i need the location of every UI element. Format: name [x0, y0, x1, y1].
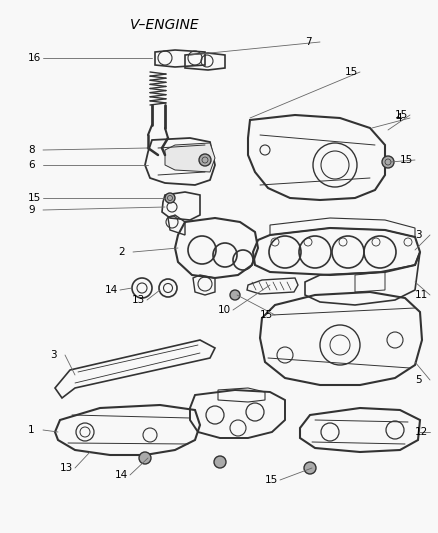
Text: 1: 1 — [28, 425, 35, 435]
Text: 2: 2 — [118, 247, 125, 257]
Circle shape — [304, 462, 316, 474]
Text: 6: 6 — [28, 160, 35, 170]
Circle shape — [214, 456, 226, 468]
Polygon shape — [165, 143, 215, 172]
Text: 11: 11 — [415, 290, 428, 300]
Text: 14: 14 — [115, 470, 128, 480]
Text: 3: 3 — [50, 350, 57, 360]
Circle shape — [199, 154, 211, 166]
Circle shape — [230, 290, 240, 300]
Text: 8: 8 — [28, 145, 35, 155]
Text: 7: 7 — [305, 37, 311, 47]
Text: 12: 12 — [415, 427, 428, 437]
Text: 13: 13 — [132, 295, 145, 305]
Text: 14: 14 — [105, 285, 118, 295]
Text: 15: 15 — [28, 193, 41, 203]
Text: V–ENGINE: V–ENGINE — [130, 18, 200, 32]
Text: 15: 15 — [345, 67, 358, 77]
Circle shape — [382, 156, 394, 168]
Text: 15: 15 — [265, 475, 278, 485]
Text: 16: 16 — [28, 53, 41, 63]
Text: 15: 15 — [260, 310, 273, 320]
Text: 15: 15 — [400, 155, 413, 165]
Text: 4: 4 — [395, 113, 402, 123]
Text: 15: 15 — [395, 110, 408, 120]
Text: 3: 3 — [415, 230, 422, 240]
Circle shape — [165, 193, 175, 203]
Text: 5: 5 — [415, 375, 422, 385]
Text: 10: 10 — [218, 305, 231, 315]
Text: 9: 9 — [28, 205, 35, 215]
Circle shape — [139, 452, 151, 464]
Text: 13: 13 — [60, 463, 73, 473]
